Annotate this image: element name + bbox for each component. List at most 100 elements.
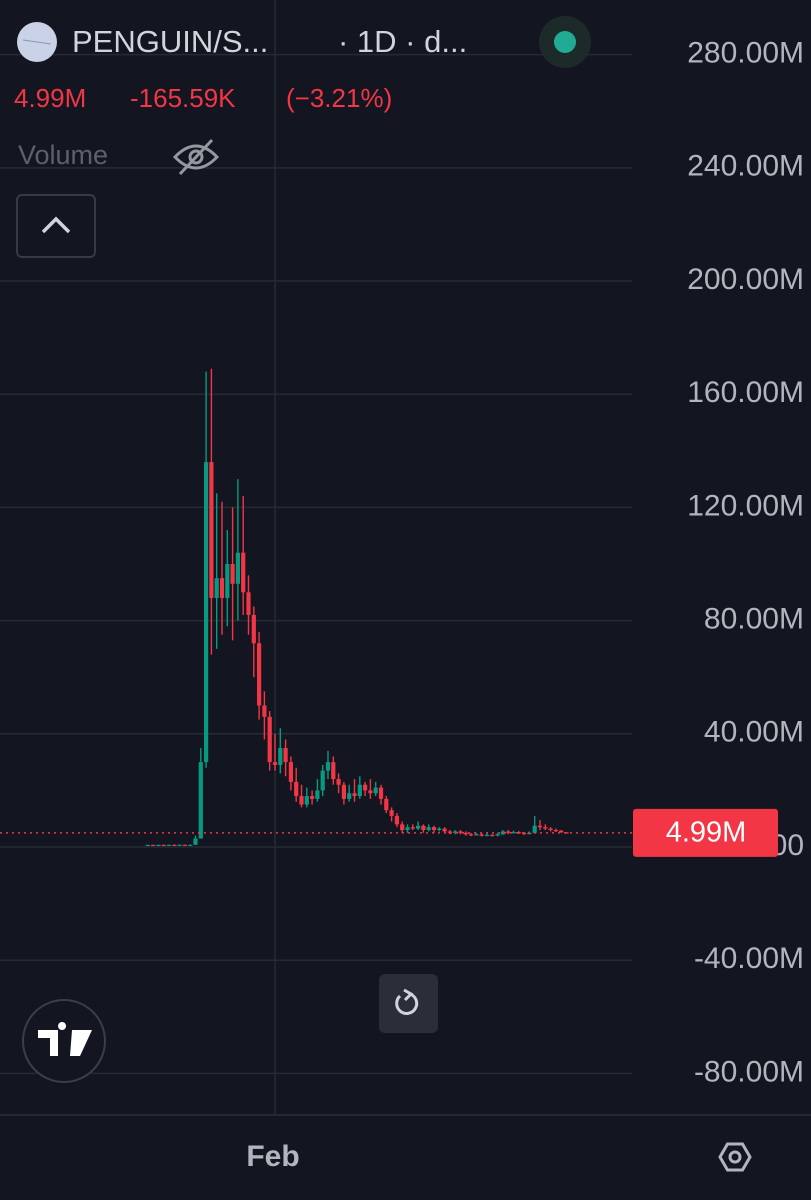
candle-body bbox=[500, 831, 505, 835]
indicator-name: Volume bbox=[18, 140, 108, 170]
candle-body bbox=[315, 790, 320, 799]
candle-body bbox=[320, 770, 325, 791]
y-tick-label: -40.00M bbox=[694, 942, 804, 975]
candle-body bbox=[357, 784, 362, 797]
candle-body bbox=[490, 834, 495, 837]
candle-body bbox=[299, 796, 304, 805]
candle-body bbox=[447, 831, 452, 833]
candle-body bbox=[479, 834, 484, 836]
candle-body bbox=[182, 844, 187, 846]
y-tick-label: 200.00M bbox=[687, 263, 804, 296]
candle-body bbox=[548, 828, 553, 831]
collapse-icon bbox=[41, 216, 71, 234]
candle-body bbox=[378, 787, 384, 799]
reset-icon bbox=[395, 992, 419, 1015]
reset-arrow bbox=[403, 988, 414, 1002]
candle-body bbox=[225, 564, 230, 598]
candle-body bbox=[437, 828, 442, 831]
candle-body bbox=[166, 844, 172, 846]
candle-body bbox=[394, 815, 399, 825]
candle-body bbox=[230, 564, 235, 584]
interval[interactable]: · 1D · d... bbox=[338, 24, 467, 59]
candle-body bbox=[389, 810, 394, 816]
candle-body bbox=[219, 578, 225, 598]
candle-body bbox=[310, 796, 315, 799]
candles bbox=[145, 368, 569, 847]
x-tick-label: Feb bbox=[246, 1140, 299, 1173]
candle-body bbox=[172, 844, 177, 846]
candle-body bbox=[410, 827, 415, 829]
symbol-title[interactable]: PENGUIN/S... bbox=[72, 24, 268, 59]
candle-body bbox=[484, 834, 490, 837]
candle-body bbox=[469, 834, 474, 836]
overlay: 4.99M bbox=[0, 808, 778, 857]
candle-body bbox=[272, 762, 278, 765]
collapse-button[interactable] bbox=[16, 194, 96, 258]
candle-body bbox=[325, 762, 331, 771]
candle-body bbox=[156, 844, 161, 847]
candle-body bbox=[347, 793, 352, 799]
candle-body bbox=[363, 784, 368, 791]
candle-body bbox=[426, 827, 431, 831]
candle-body bbox=[145, 844, 150, 847]
candle-body bbox=[400, 824, 405, 831]
candle-body bbox=[384, 798, 389, 811]
candle-body bbox=[188, 844, 193, 846]
candle-body bbox=[368, 790, 373, 794]
candle-body bbox=[537, 825, 543, 828]
candle-body bbox=[532, 825, 537, 833]
candle-body bbox=[553, 830, 558, 832]
change-pct: (−3.21%) bbox=[286, 83, 392, 113]
status-dot bbox=[554, 31, 576, 53]
candle-body bbox=[214, 578, 219, 598]
candle-body bbox=[559, 830, 564, 833]
candle-body bbox=[241, 552, 246, 593]
y-tick-label: -80.00M bbox=[694, 1055, 804, 1088]
hide-icon[interactable] bbox=[172, 138, 220, 176]
candle-body bbox=[204, 462, 209, 763]
settings-button[interactable] bbox=[718, 1142, 752, 1172]
candle-body bbox=[257, 643, 262, 706]
candle-body bbox=[516, 832, 521, 834]
settings-icon-center bbox=[728, 1150, 742, 1164]
y-tick-label: 40.00M bbox=[704, 716, 804, 749]
symbol-icon-detail bbox=[22, 39, 52, 45]
candle-body bbox=[336, 779, 341, 785]
candle-body bbox=[416, 825, 421, 829]
candle-body bbox=[405, 827, 410, 831]
candle-body bbox=[331, 762, 336, 780]
candle-body bbox=[161, 844, 166, 847]
candle-body bbox=[283, 747, 288, 763]
logo-button[interactable] bbox=[22, 999, 106, 1083]
candle-body bbox=[304, 796, 309, 805]
y-tick-label: 240.00M bbox=[687, 150, 804, 183]
candle-body bbox=[511, 832, 516, 834]
candle-body bbox=[198, 762, 203, 839]
candle-body bbox=[193, 838, 198, 845]
last-price-box bbox=[633, 808, 778, 857]
candle-body bbox=[453, 831, 458, 833]
candle-body bbox=[431, 827, 437, 831]
candle-body bbox=[246, 592, 251, 615]
logo bbox=[38, 1022, 92, 1056]
reset-button[interactable] bbox=[379, 974, 438, 1033]
candle-body bbox=[442, 828, 447, 832]
candle-body bbox=[177, 844, 182, 846]
last-price-label: 4.99M bbox=[666, 817, 747, 849]
candle-body bbox=[564, 832, 569, 834]
candle-body bbox=[522, 832, 527, 835]
last-price: 4.99M bbox=[14, 83, 86, 113]
candle-body bbox=[267, 716, 272, 763]
candle-body bbox=[288, 762, 293, 782]
candle-body bbox=[458, 831, 463, 833]
candle-body bbox=[341, 784, 346, 799]
y-tick-label: 80.00M bbox=[704, 603, 804, 636]
candle-body bbox=[474, 834, 479, 836]
change: -165.59K bbox=[130, 83, 236, 113]
candle-body bbox=[151, 844, 156, 847]
candle-body bbox=[543, 827, 548, 829]
candle-body bbox=[506, 831, 511, 833]
candle-body bbox=[373, 787, 378, 794]
y-tick-label: 160.00M bbox=[687, 376, 804, 409]
